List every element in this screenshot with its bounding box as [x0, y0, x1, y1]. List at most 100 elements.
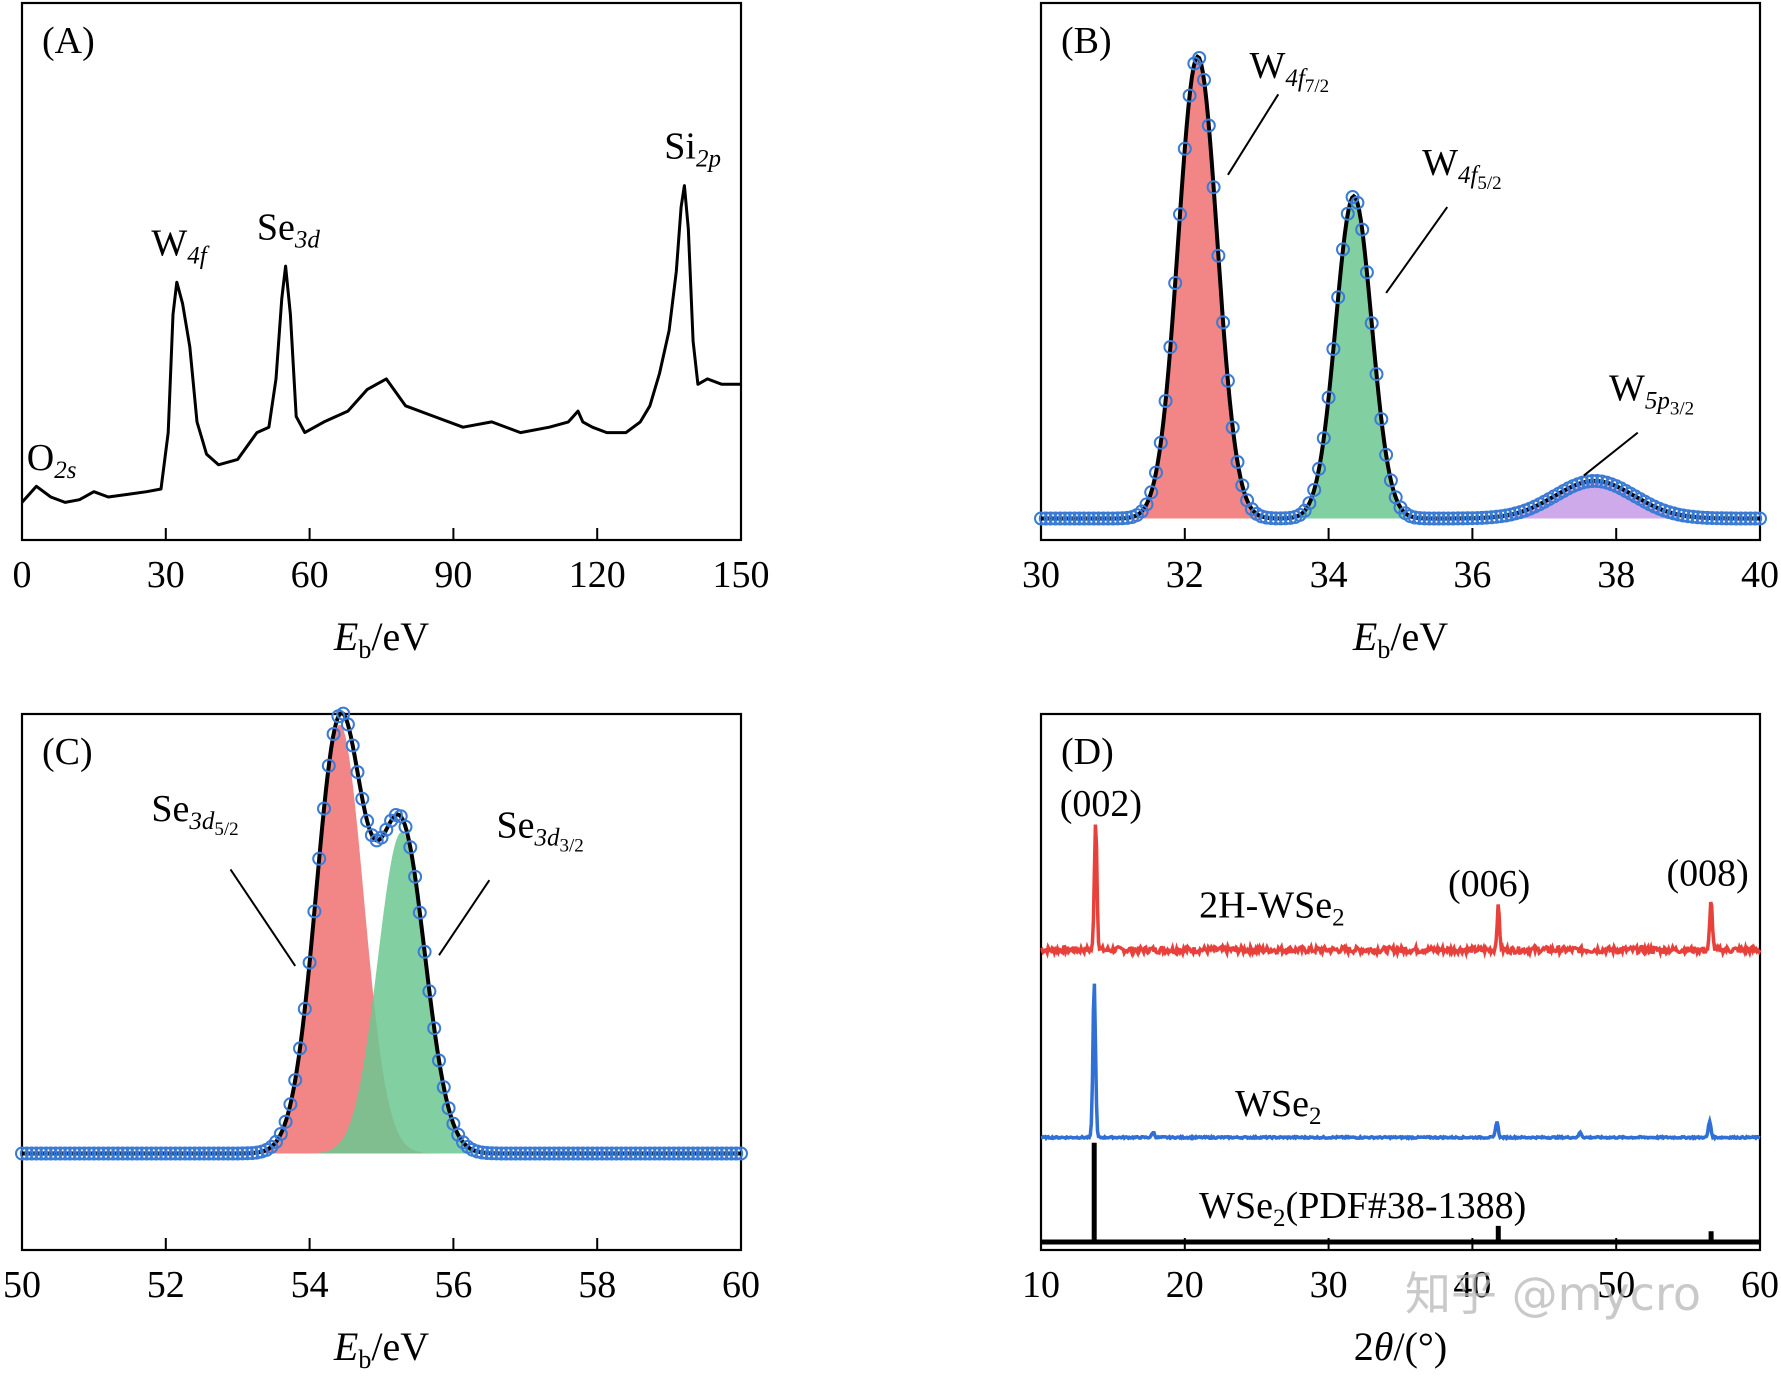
- data-point-marker: [273, 1127, 288, 1141]
- data-point-marker: [436, 1080, 451, 1095]
- x-tick-label: 36: [1453, 554, 1491, 596]
- data-point-marker: [158, 1146, 173, 1161]
- data-point-marker: [1714, 511, 1729, 526]
- data-point-marker: [91, 1146, 106, 1161]
- data-point-marker: [1201, 118, 1216, 133]
- data-point-marker: [15, 1146, 29, 1161]
- data-point-marker: [134, 1146, 149, 1161]
- data-point-marker: [1489, 509, 1504, 524]
- miller-index-label: (006): [1448, 863, 1530, 905]
- data-point-marker: [1273, 511, 1288, 526]
- data-point-marker: [235, 1146, 250, 1161]
- data-point-marker: [1120, 510, 1135, 525]
- data-point-marker: [1336, 242, 1350, 257]
- peak-annotation: Se3d: [257, 206, 321, 253]
- data-point-marker: [1446, 511, 1461, 526]
- peak-orbital: 4f: [1458, 162, 1481, 189]
- annotation-leader-line: [438, 879, 491, 956]
- fitted-peak-area: [1041, 196, 1760, 519]
- peak-orbital: 3d: [534, 824, 561, 851]
- data-point-marker: [1182, 88, 1197, 103]
- series-label-formula: 2H-WSe: [1199, 885, 1332, 927]
- data-point-marker: [24, 1146, 39, 1161]
- data-point-marker: [662, 1146, 677, 1161]
- data-point-marker: [1077, 511, 1092, 526]
- data-point-marker: [1259, 510, 1274, 525]
- data-point-marker: [571, 1146, 585, 1161]
- x-tick-label: 56: [434, 1264, 472, 1306]
- x-tick-label: 38: [1597, 554, 1635, 596]
- data-point-marker: [1427, 511, 1442, 526]
- x-axis-label-subscript: b: [358, 1345, 371, 1374]
- data-point-marker: [192, 1146, 207, 1161]
- annotation-leader-line: [229, 868, 297, 967]
- data-point-marker: [1407, 510, 1422, 525]
- miller-index-label: (002): [1060, 783, 1142, 825]
- data-point-marker: [1374, 412, 1389, 427]
- data-point-marker: [178, 1146, 192, 1161]
- x-tick-label: 40: [1453, 1264, 1491, 1306]
- data-point-marker: [638, 1146, 653, 1161]
- data-point-marker: [1177, 141, 1192, 156]
- data-point-marker: [1470, 511, 1485, 526]
- data-point-marker: [604, 1146, 619, 1161]
- data-point-marker: [307, 904, 322, 919]
- data-point-marker: [1206, 180, 1221, 195]
- data-point-marker: [312, 851, 327, 866]
- data-point-marker: [484, 1146, 499, 1161]
- data-point-marker: [1724, 511, 1739, 526]
- data-point-marker: [537, 1146, 552, 1161]
- data-point-marker: [1738, 511, 1753, 526]
- data-point-marker: [666, 1146, 681, 1161]
- data-point-marker: [1220, 373, 1235, 388]
- data-point-marker: [1134, 504, 1149, 519]
- data-point-marker: [489, 1146, 504, 1161]
- data-point-marker: [1705, 511, 1720, 526]
- data-point-marker: [412, 905, 427, 920]
- data-point-marker: [283, 1097, 298, 1112]
- data-point-marker: [1053, 511, 1068, 526]
- x-tick-label: 20: [1166, 1264, 1204, 1306]
- peak-element: W: [1609, 367, 1645, 409]
- data-point-marker: [1192, 51, 1207, 65]
- x-tick-label: 40: [1741, 554, 1779, 596]
- data-point-marker: [1235, 478, 1250, 493]
- data-point-marker: [1115, 511, 1130, 526]
- data-point-marker: [1316, 431, 1331, 446]
- data-point-marker: [1709, 511, 1724, 526]
- data-point-marker: [1743, 511, 1758, 526]
- x-tick-label: 60: [1741, 1264, 1779, 1306]
- x-axis-label-unit: /eV: [1390, 614, 1448, 659]
- peak-spin-orbit: 5/2: [214, 819, 238, 840]
- annotation-leader-line: [1583, 431, 1639, 477]
- data-point-marker: [216, 1146, 231, 1161]
- data-point-marker: [43, 1146, 58, 1161]
- plot-frame: [20, 1, 743, 542]
- peak-element: W: [151, 222, 187, 264]
- data-point-marker: [508, 1146, 523, 1161]
- data-point-marker: [1455, 511, 1470, 526]
- data-point-marker: [623, 1146, 638, 1161]
- peak-annotation: W4f: [151, 222, 209, 269]
- data-point-marker: [408, 869, 423, 884]
- data-point-marker: [614, 1146, 629, 1161]
- x-axis-label: Eb/eV: [1352, 614, 1448, 664]
- data-point-marker: [96, 1146, 111, 1161]
- data-point-marker: [1355, 222, 1370, 237]
- peak-annotation: O2s: [27, 437, 77, 484]
- data-point-marker: [230, 1146, 245, 1161]
- data-point-marker: [690, 1146, 705, 1161]
- data-point-marker: [115, 1146, 130, 1161]
- data-point-marker: [144, 1146, 159, 1161]
- data-point-marker: [1431, 511, 1446, 526]
- data-point-marker: [451, 1127, 466, 1142]
- peak-orbital: 2s: [54, 457, 76, 484]
- data-point-marker: [1475, 510, 1489, 525]
- data-point-marker: [62, 1146, 77, 1161]
- data-point-marker: [53, 1146, 68, 1161]
- data-point-marker: [173, 1146, 188, 1161]
- data-point-marker: [302, 955, 317, 970]
- data-point-marker: [34, 1146, 49, 1161]
